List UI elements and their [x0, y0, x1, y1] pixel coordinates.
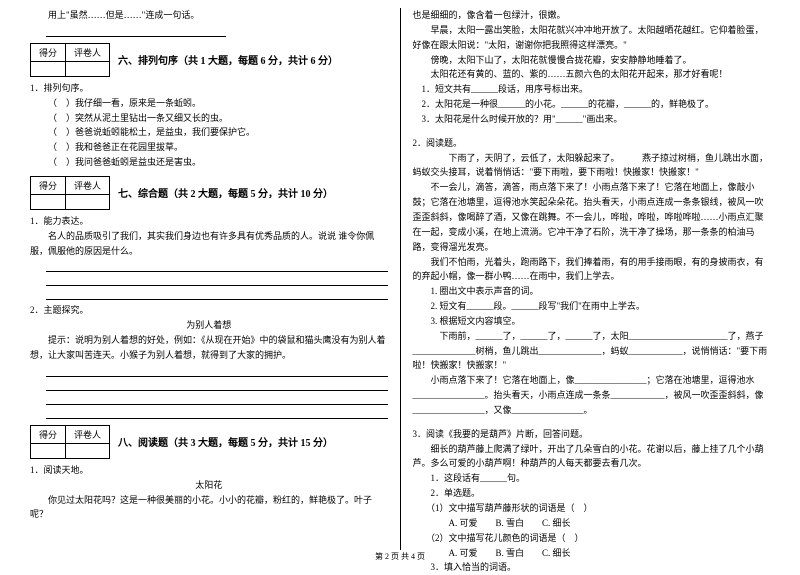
writing-line: [46, 288, 388, 300]
r-q2-p6: 3. 根据短文内容填空。: [413, 314, 771, 329]
r-q1-1: 1．短文共有______段话，用序号标出来。: [413, 82, 771, 97]
score-table-8: 得分评卷人: [30, 425, 110, 459]
r-q2-p5: 2. 短文有______段。______段写"我们"在雨中上学去。: [413, 299, 771, 314]
writing-line: [46, 260, 388, 272]
section-7-title: 七、综合题（共 2 大题，每题 5 分，共计 10 分）: [118, 185, 333, 200]
r-q1-2: 2．太阳花是一种很______的小花。______的花瓣，______的，鲜艳极…: [413, 97, 771, 112]
r-q1-3: 3．太阳花是什么时候开放的？用"______"画出来。: [413, 112, 771, 127]
r-q3-p8: 3．填入恰当的词语。: [413, 560, 771, 575]
writing-line: [46, 25, 226, 37]
grader-label: 评卷人: [66, 425, 110, 443]
writing-line: [46, 274, 388, 286]
score-table-6: 得分评卷人: [30, 43, 110, 77]
score-cell: [31, 61, 66, 76]
q7-2-text: 提示：说明为别人着想的好处，例如：《从现在开始》中的袋鼠和猫头鹰没有为别人着想，…: [30, 333, 388, 363]
seq-item-3: （ ）爸爸说蚯蚓能松土，是益虫，我们要保护它。: [30, 125, 388, 140]
writing-line: [46, 365, 388, 377]
r-para-3: 傍晚，太阳下山了，太阳花就慢慢合拢花瓣，安安静静地睡着了。: [413, 53, 771, 68]
column-divider: [400, 8, 401, 550]
r-q3-p3: 2．单选题。: [413, 486, 771, 501]
r-q2-p4: 1. 圈出文中表示声音的词。: [413, 284, 771, 299]
top-instruction: 用上"虽然……但是……"连成一句话。: [30, 8, 388, 23]
score-cell: [31, 443, 66, 458]
spacer: [413, 127, 771, 133]
right-column: 也是细细的，像含着一包绿汁，很嫩。 早晨，太阳一露出笑脸，太阳花就兴冲冲地开放了…: [403, 8, 781, 550]
score-label: 得分: [31, 425, 66, 443]
left-column: 用上"虽然……但是……"连成一句话。 得分评卷人 六、排列句序（共 1 大题，每…: [20, 8, 398, 550]
q8-1-title: 太阳花: [30, 478, 388, 493]
r-para-2: 早晨，太阳一露出笑脸，太阳花就兴冲冲地开放了。太阳越晒花越红。它仰着脸蛋，好像在…: [413, 23, 771, 53]
r-q3-p6: （2）文中描写花儿颜色的词语是（ ）: [413, 531, 771, 546]
section-8-title: 八、阅读题（共 3 大题，每题 5 分，共计 15 分）: [118, 434, 333, 449]
score-table-7: 得分评卷人: [30, 176, 110, 210]
grader-label: 评卷人: [66, 176, 110, 194]
r-para-4: 太阳花还有黄的、蓝的、紫的……五颜六色的太阳花开起来，那才好看呢！: [413, 67, 771, 82]
r-q3-p4: （1）文中描写葫芦藤形状的词语是（ ）: [413, 501, 771, 516]
seq-item-4: （ ）我和爸爸正在花园里拔草。: [30, 140, 388, 155]
r-q2-p1: 下雨了，天阴了，云低了，太阳躲起来了。 燕子掠过树梢，鱼儿跳出水面，蚂蚁交头接耳…: [413, 151, 771, 181]
page-footer: 第 2 页 共 4 页: [0, 551, 800, 562]
section-7-header: 得分评卷人 七、综合题（共 2 大题，每题 5 分，共计 10 分）: [30, 176, 388, 210]
seq-item-1: （ ）我仔细一看，原来是一条蚯蚓。: [30, 96, 388, 111]
r-q2-p3: 我们不怕雨，光着头，跑雨路下，我们捧着雨，有的用手接雨眼，有的身披雨衣，有的弃起…: [413, 255, 771, 285]
section-6-header: 得分评卷人 六、排列句序（共 1 大题，每题 6 分，共计 6 分）: [30, 43, 388, 77]
grader-cell: [66, 61, 110, 76]
r-q2: 2．阅读题。: [413, 136, 771, 151]
q6-1: 1．排列句序。: [30, 81, 388, 96]
r-q3-p2: 1．这段话有______句。: [413, 471, 771, 486]
score-label: 得分: [31, 176, 66, 194]
spacer: [413, 418, 771, 424]
q8-1: 1．阅读天地。: [30, 463, 388, 478]
r-q3: 3．阅读《我要的是葫芦》片断，回答问题。: [413, 427, 771, 442]
q8-1-text: 你见过太阳花吗？这是一种很美丽的小花。小小的花瓣，粉红的，鲜艳极了。叶子呢？: [30, 493, 388, 523]
section-6-title: 六、排列句序（共 1 大题，每题 6 分，共计 6 分）: [118, 52, 338, 67]
q7-2: 2．主题探究。: [30, 303, 388, 318]
grader-label: 评卷人: [66, 43, 110, 61]
q7-1-text: 名人的品质吸引了我们，其实我们身边也有许多具有优秀品质的人。说说 谁令你佩服，佩…: [30, 229, 388, 259]
score-cell: [31, 194, 66, 209]
r-q3-p1: 细长的葫芦藤上爬满了绿叶，开出了几朵雪白的小花。花谢以后，藤上挂了几个小葫芦。多…: [413, 442, 771, 472]
score-label: 得分: [31, 43, 66, 61]
writing-line: [46, 393, 388, 405]
q7-1: 1．能力表达。: [30, 214, 388, 229]
r-q2-p8: 小雨点落下来了！它落在地面上，像________________；它落在池塘里，…: [413, 373, 771, 418]
grader-cell: [66, 443, 110, 458]
seq-item-5: （ ）我问爸爸蚯蚓是益虫还是害虫。: [30, 155, 388, 170]
grader-cell: [66, 194, 110, 209]
q7-2-subtitle: 为别人着想: [30, 318, 388, 333]
writing-line: [46, 379, 388, 391]
page-container: 用上"虽然……但是……"连成一句话。 得分评卷人 六、排列句序（共 1 大题，每…: [0, 0, 800, 565]
r-q3-p5: A. 可爱 B. 雪白 C. 细长: [413, 516, 771, 531]
r-q2-p7: 下雨前，______了，______了，______了，太阳__________…: [413, 329, 771, 374]
writing-line: [46, 407, 388, 419]
r-para-1: 也是细细的，像含着一包绿汁，很嫩。: [413, 8, 771, 23]
section-8-header: 得分评卷人 八、阅读题（共 3 大题，每题 5 分，共计 15 分）: [30, 425, 388, 459]
r-q2-p2: 不一会儿，滴答，滴答，雨点落下来了！小雨点落下来了！它落在地面上，像敲小鼓；它落…: [413, 180, 771, 254]
seq-item-2: （ ）突然从泥土里钻出一条又细又长的虫。: [30, 111, 388, 126]
